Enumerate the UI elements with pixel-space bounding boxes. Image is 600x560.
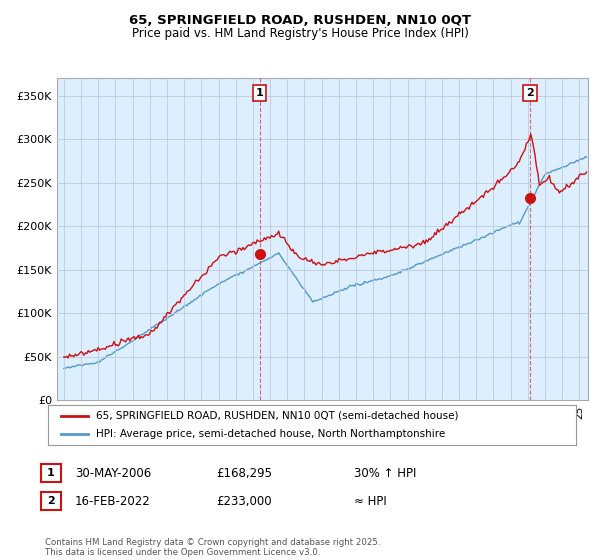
- Text: £233,000: £233,000: [216, 494, 272, 508]
- Text: Price paid vs. HM Land Registry's House Price Index (HPI): Price paid vs. HM Land Registry's House …: [131, 27, 469, 40]
- Text: 65, SPRINGFIELD ROAD, RUSHDEN, NN10 0QT (semi-detached house): 65, SPRINGFIELD ROAD, RUSHDEN, NN10 0QT …: [95, 411, 458, 421]
- Text: 2: 2: [526, 88, 534, 98]
- Text: £168,295: £168,295: [216, 466, 272, 480]
- Text: 2: 2: [47, 496, 55, 506]
- Text: 1: 1: [47, 468, 55, 478]
- Text: 30% ↑ HPI: 30% ↑ HPI: [354, 466, 416, 480]
- Text: ≈ HPI: ≈ HPI: [354, 494, 387, 508]
- Text: 30-MAY-2006: 30-MAY-2006: [75, 466, 151, 480]
- Text: 16-FEB-2022: 16-FEB-2022: [75, 494, 151, 508]
- Text: HPI: Average price, semi-detached house, North Northamptonshire: HPI: Average price, semi-detached house,…: [95, 430, 445, 439]
- Text: 1: 1: [256, 88, 263, 98]
- Text: 65, SPRINGFIELD ROAD, RUSHDEN, NN10 0QT: 65, SPRINGFIELD ROAD, RUSHDEN, NN10 0QT: [129, 14, 471, 27]
- Text: Contains HM Land Registry data © Crown copyright and database right 2025.
This d: Contains HM Land Registry data © Crown c…: [45, 538, 380, 557]
